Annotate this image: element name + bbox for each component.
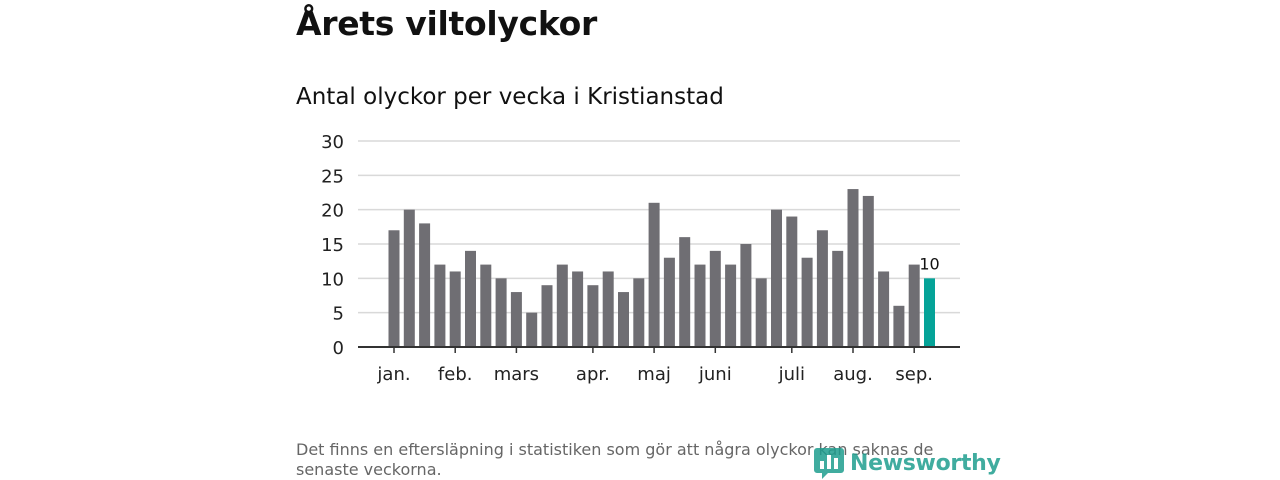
bar-chart: 0 5 10 15 20 25 30 jan. feb. mars apr. maj juni juli…	[321, 132, 960, 385]
bar	[403, 209, 415, 347]
bar	[663, 257, 675, 347]
bar	[771, 209, 782, 347]
x-tick-label: sep.	[895, 364, 933, 385]
x-tick-label: aug.	[833, 364, 873, 385]
x-tick-label: apr.	[576, 364, 610, 385]
y-axis-ticks: 0 5 10 15 20 25 30	[321, 132, 344, 359]
bar	[847, 189, 859, 347]
bars	[388, 189, 935, 347]
chart-title: Årets viltolyckor	[296, 4, 597, 43]
bar	[526, 312, 538, 347]
bar	[541, 285, 553, 347]
y-tick-label: 15	[321, 235, 344, 256]
bar	[572, 271, 584, 347]
bar	[862, 195, 874, 347]
bar	[755, 278, 767, 347]
y-tick-label: 30	[321, 132, 344, 153]
bar	[618, 292, 629, 347]
x-tick-label: jan.	[376, 364, 410, 385]
chart-subtitle: Antal olyckor per vecka i Kristianstad	[296, 84, 724, 110]
bar	[495, 278, 507, 347]
bar	[465, 250, 476, 347]
bar	[740, 244, 752, 347]
bar	[832, 250, 844, 347]
bar-highlight	[924, 278, 935, 347]
y-tick-label: 5	[333, 304, 344, 325]
bar	[587, 285, 599, 347]
bar	[725, 264, 737, 347]
x-tick-label: juni	[698, 364, 732, 385]
x-axis-ticks: jan. feb. mars apr. maj juni juli aug. sep.	[376, 347, 933, 385]
y-tick-label: 10	[321, 269, 344, 290]
bar	[709, 250, 721, 347]
bar	[419, 223, 431, 347]
bar	[801, 257, 813, 347]
newsworthy-logo: Newsworthy	[814, 446, 1001, 480]
bar	[449, 271, 461, 347]
bar	[786, 216, 798, 347]
bar	[633, 278, 645, 347]
x-tick-label: maj	[637, 364, 671, 385]
highlight-data-label: 10	[919, 254, 939, 273]
x-tick-label: juli	[778, 364, 805, 385]
bar	[648, 202, 660, 347]
bar	[679, 237, 691, 347]
y-tick-label: 20	[321, 201, 344, 222]
bar	[434, 264, 446, 347]
bar	[602, 271, 614, 347]
y-tick-label: 25	[321, 166, 344, 187]
bar	[480, 264, 492, 347]
footnote: Det finns en eftersläpning i statistiken…	[296, 440, 934, 479]
bar	[893, 305, 905, 347]
bar	[694, 264, 706, 347]
bar-chart-logo-icon	[814, 448, 844, 479]
x-tick-label: mars	[494, 364, 539, 385]
bar	[388, 230, 400, 347]
bar	[510, 292, 522, 347]
bar	[556, 264, 568, 347]
x-tick-label: feb.	[438, 364, 473, 385]
data-labels: 10	[919, 254, 939, 273]
bar	[908, 264, 920, 347]
logo-text: Newsworthy	[850, 450, 1001, 476]
y-tick-label: 0	[333, 338, 344, 359]
bar	[816, 230, 828, 347]
bar	[878, 271, 890, 347]
